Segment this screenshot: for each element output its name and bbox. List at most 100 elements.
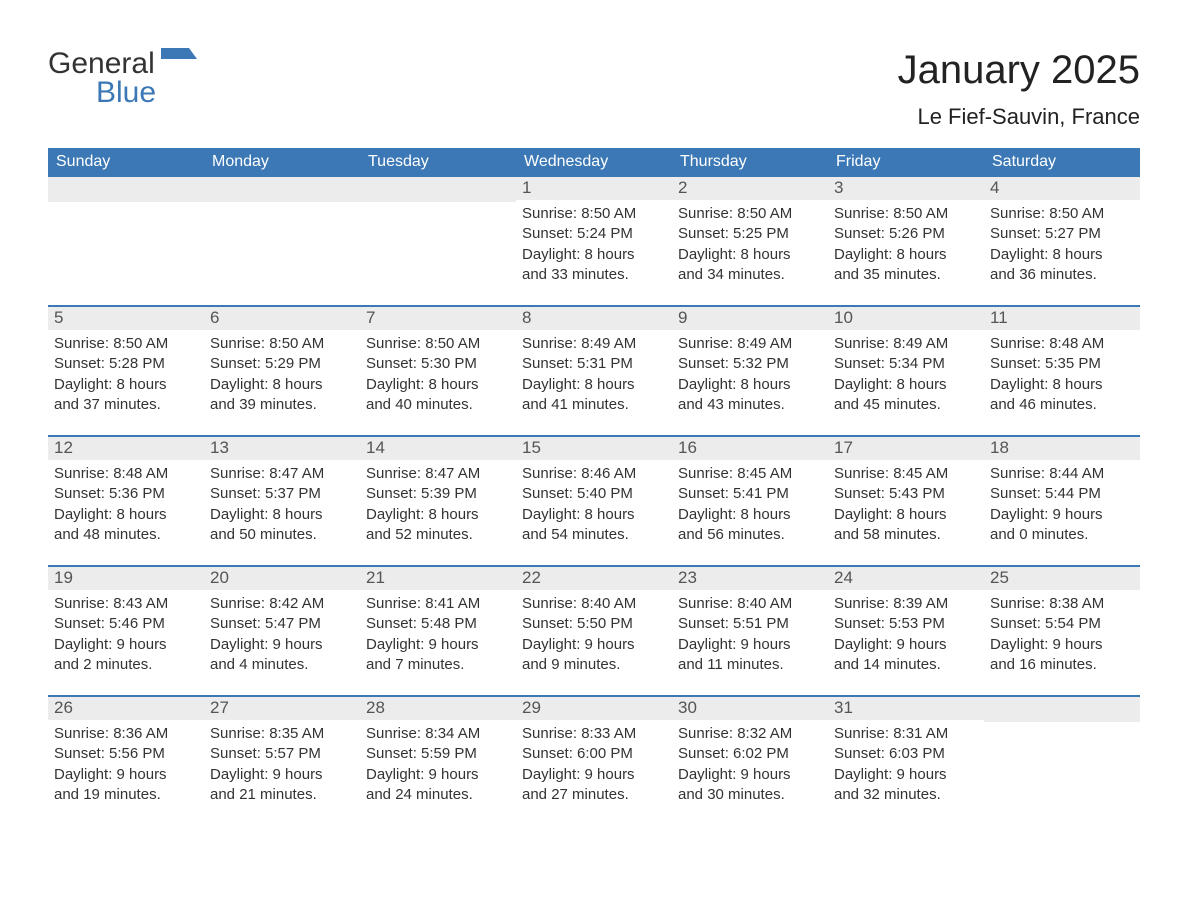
day-detail-line: Sunrise: 8:50 AM [522,204,666,224]
day-detail-line: Daylight: 8 hours [522,505,666,525]
day-detail-line: Sunrise: 8:42 AM [210,594,354,614]
day-details: Sunrise: 8:31 AMSunset: 6:03 PMDaylight:… [828,720,984,815]
day-detail-line: Sunset: 5:44 PM [990,484,1134,504]
day-detail-line: and 39 minutes. [210,395,354,415]
day-detail-line: and 50 minutes. [210,525,354,545]
calendar-day: 3Sunrise: 8:50 AMSunset: 5:26 PMDaylight… [828,177,984,305]
day-detail-line: Daylight: 9 hours [522,765,666,785]
day-detail-line: Sunrise: 8:40 AM [522,594,666,614]
day-detail-line: and 2 minutes. [54,655,198,675]
dow-header: Sunday Monday Tuesday Wednesday Thursday… [48,148,1140,177]
calendar: Sunday Monday Tuesday Wednesday Thursday… [48,148,1140,825]
calendar-day: 17Sunrise: 8:45 AMSunset: 5:43 PMDayligh… [828,437,984,565]
day-detail-line: Sunset: 5:41 PM [678,484,822,504]
calendar-day: 31Sunrise: 8:31 AMSunset: 6:03 PMDayligh… [828,697,984,825]
day-number [204,177,360,202]
day-detail-line: and 0 minutes. [990,525,1134,545]
day-details: Sunrise: 8:39 AMSunset: 5:53 PMDaylight:… [828,590,984,685]
day-detail-line: Daylight: 8 hours [990,375,1134,395]
day-detail-line: and 56 minutes. [678,525,822,545]
day-number: 8 [516,307,672,330]
calendar-day: 14Sunrise: 8:47 AMSunset: 5:39 PMDayligh… [360,437,516,565]
day-detail-line: Daylight: 9 hours [678,765,822,785]
day-detail-line: Sunrise: 8:50 AM [210,334,354,354]
dow-thursday: Thursday [672,148,828,177]
calendar-day: 6Sunrise: 8:50 AMSunset: 5:29 PMDaylight… [204,307,360,435]
day-detail-line: Daylight: 8 hours [834,375,978,395]
calendar-day: 23Sunrise: 8:40 AMSunset: 5:51 PMDayligh… [672,567,828,695]
dow-monday: Monday [204,148,360,177]
day-detail-line: Sunrise: 8:48 AM [54,464,198,484]
calendar-week: 26Sunrise: 8:36 AMSunset: 5:56 PMDayligh… [48,695,1140,825]
day-number: 5 [48,307,204,330]
day-detail-line: Sunset: 6:03 PM [834,744,978,764]
day-detail-line: Daylight: 9 hours [522,635,666,655]
day-number: 18 [984,437,1140,460]
day-details: Sunrise: 8:40 AMSunset: 5:51 PMDaylight:… [672,590,828,685]
day-details: Sunrise: 8:35 AMSunset: 5:57 PMDaylight:… [204,720,360,815]
day-detail-line: Daylight: 9 hours [366,765,510,785]
day-number: 7 [360,307,516,330]
calendar-day: 4Sunrise: 8:50 AMSunset: 5:27 PMDaylight… [984,177,1140,305]
day-number: 28 [360,697,516,720]
calendar-day: 9Sunrise: 8:49 AMSunset: 5:32 PMDaylight… [672,307,828,435]
brand-word2: Blue [96,78,197,108]
day-detail-line: and 52 minutes. [366,525,510,545]
day-detail-line: Sunset: 5:54 PM [990,614,1134,634]
day-number: 26 [48,697,204,720]
day-detail-line: Daylight: 8 hours [366,375,510,395]
day-number: 11 [984,307,1140,330]
day-details: Sunrise: 8:38 AMSunset: 5:54 PMDaylight:… [984,590,1140,685]
day-detail-line: Daylight: 8 hours [678,505,822,525]
calendar-day: 24Sunrise: 8:39 AMSunset: 5:53 PMDayligh… [828,567,984,695]
day-details: Sunrise: 8:42 AMSunset: 5:47 PMDaylight:… [204,590,360,685]
day-details: Sunrise: 8:32 AMSunset: 6:02 PMDaylight:… [672,720,828,815]
calendar-week: 1Sunrise: 8:50 AMSunset: 5:24 PMDaylight… [48,177,1140,305]
calendar-week: 5Sunrise: 8:50 AMSunset: 5:28 PMDaylight… [48,305,1140,435]
day-number: 23 [672,567,828,590]
day-detail-line: and 27 minutes. [522,785,666,805]
day-detail-line: and 14 minutes. [834,655,978,675]
day-number: 4 [984,177,1140,200]
day-details: Sunrise: 8:41 AMSunset: 5:48 PMDaylight:… [360,590,516,685]
day-detail-line: Sunset: 5:25 PM [678,224,822,244]
calendar-day: 21Sunrise: 8:41 AMSunset: 5:48 PMDayligh… [360,567,516,695]
dow-sunday: Sunday [48,148,204,177]
day-detail-line: Sunset: 5:26 PM [834,224,978,244]
day-detail-line: Sunrise: 8:43 AM [54,594,198,614]
day-number: 19 [48,567,204,590]
day-detail-line: Sunrise: 8:50 AM [990,204,1134,224]
day-detail-line: Sunrise: 8:49 AM [834,334,978,354]
day-details: Sunrise: 8:50 AMSunset: 5:26 PMDaylight:… [828,200,984,295]
day-detail-line: Sunset: 5:35 PM [990,354,1134,374]
day-detail-line: Sunrise: 8:38 AM [990,594,1134,614]
day-detail-line: Sunrise: 8:49 AM [522,334,666,354]
day-detail-line: Sunset: 5:53 PM [834,614,978,634]
day-detail-line: Sunset: 5:56 PM [54,744,198,764]
day-detail-line: and 32 minutes. [834,785,978,805]
day-detail-line: Sunrise: 8:41 AM [366,594,510,614]
day-number: 29 [516,697,672,720]
day-detail-line: Sunset: 5:24 PM [522,224,666,244]
day-number: 31 [828,697,984,720]
calendar-day [204,177,360,305]
day-details: Sunrise: 8:43 AMSunset: 5:46 PMDaylight:… [48,590,204,685]
day-detail-line: Sunset: 6:02 PM [678,744,822,764]
day-detail-line: Daylight: 8 hours [210,375,354,395]
day-detail-line: Sunset: 5:29 PM [210,354,354,374]
day-number: 24 [828,567,984,590]
calendar-day: 8Sunrise: 8:49 AMSunset: 5:31 PMDaylight… [516,307,672,435]
day-detail-line: Sunrise: 8:48 AM [990,334,1134,354]
day-detail-line: Sunrise: 8:40 AM [678,594,822,614]
calendar-day [48,177,204,305]
day-detail-line: Sunset: 5:31 PM [522,354,666,374]
day-details: Sunrise: 8:49 AMSunset: 5:34 PMDaylight:… [828,330,984,425]
day-detail-line: and 30 minutes. [678,785,822,805]
calendar-day: 27Sunrise: 8:35 AMSunset: 5:57 PMDayligh… [204,697,360,825]
calendar-day: 7Sunrise: 8:50 AMSunset: 5:30 PMDaylight… [360,307,516,435]
day-detail-line: Daylight: 8 hours [990,245,1134,265]
day-detail-line: Sunrise: 8:39 AM [834,594,978,614]
day-detail-line: Daylight: 9 hours [366,635,510,655]
day-detail-line: Sunset: 5:47 PM [210,614,354,634]
day-detail-line: and 35 minutes. [834,265,978,285]
